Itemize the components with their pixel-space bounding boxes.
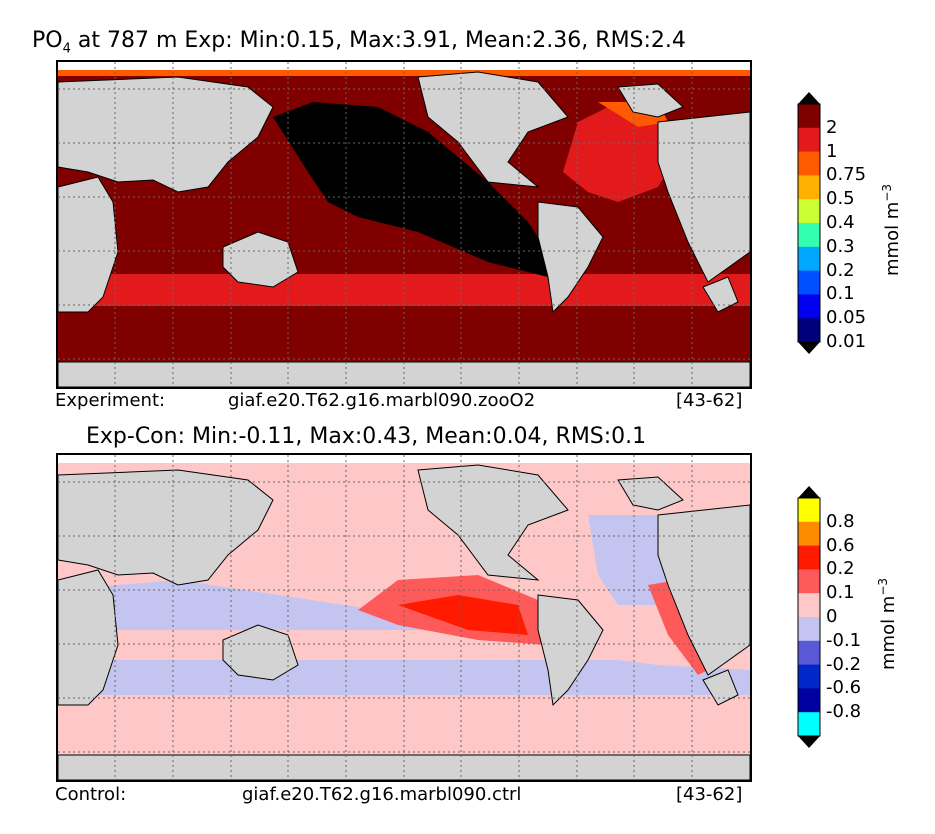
- colorbar-over-arrow: [798, 486, 820, 498]
- atlantic-field: [563, 102, 678, 202]
- colorbar-swatch: [798, 151, 820, 176]
- colorbar-swatch: [798, 127, 820, 153]
- colorbar-swatch: [798, 223, 820, 248]
- colorbar-tick-label: 0.01: [826, 331, 867, 352]
- colorbar-swatch: [798, 246, 820, 272]
- title-stats: at 787 m Exp: Min:0.15, Max:3.91, Mean:2…: [70, 28, 686, 53]
- colorbar-tick-label: 0.2: [826, 558, 855, 580]
- colorbar-swatch: [798, 664, 820, 689]
- colorbar-tick-label: 0.8: [826, 510, 855, 532]
- difference-colorbar: [797, 486, 821, 748]
- colorbar-tick-label: 0: [826, 606, 838, 627]
- colorbar-tick-label: 1: [826, 140, 838, 162]
- experiment-map-svg: [58, 62, 750, 387]
- colorbar-swatch: [798, 617, 820, 642]
- title-po-subscript: 4: [62, 41, 71, 57]
- colorbar-tick-label: 0.1: [826, 582, 855, 604]
- pacific-core-field: [273, 102, 558, 277]
- colorbar-swatch: [798, 318, 820, 343]
- diff-pacific-core-field: [398, 595, 528, 635]
- colorbar-swatch: [798, 712, 820, 737]
- colorbar-tick-label: 0.75: [826, 164, 867, 186]
- title-po: PO: [32, 28, 63, 53]
- colorbar-tick-label: 0.05: [826, 307, 867, 329]
- colorbar-tick-label: 0.3: [826, 235, 855, 257]
- difference-colorbar-unit: mmol m−3: [876, 577, 899, 670]
- colorbar-tick-label: 0.6: [826, 534, 855, 556]
- difference-map-svg: [58, 455, 750, 780]
- colorbar-over-arrow: [798, 92, 820, 104]
- colorbar-swatch: [798, 270, 820, 295]
- colorbar-swatch: [798, 521, 820, 547]
- colorbar-swatch: [798, 593, 820, 618]
- southern-band-field: [58, 274, 750, 306]
- control-years: [43-62]: [676, 784, 743, 805]
- diff-lat-lon-grid: [58, 455, 750, 780]
- experiment-years: [43-62]: [676, 390, 743, 411]
- colorbar-swatch: [798, 199, 820, 224]
- experiment-case-name: giaf.e20.T62.g16.marbl090.zooO2: [228, 390, 536, 411]
- top-map-title: PO4 at 787 m Exp: Min:0.15, Max:3.91, Me…: [32, 28, 686, 56]
- colorbar-tick-label: 0.1: [826, 283, 855, 305]
- colorbar-tick-label: -0.6: [826, 677, 862, 699]
- experiment-map: [56, 60, 752, 389]
- colorbar-swatch: [798, 688, 820, 713]
- colorbar-swatch: [798, 104, 820, 129]
- colorbar-tick-label: -0.2: [826, 653, 862, 675]
- colorbar-under-arrow: [798, 736, 820, 748]
- colorbar-tick-label: 0.4: [826, 212, 855, 233]
- colorbar-swatch: [798, 498, 820, 523]
- colorbar-swatch: [798, 640, 820, 666]
- colorbar-tick-label: -0.8: [826, 701, 862, 723]
- difference-map: [56, 453, 752, 782]
- colorbar-tick-label: 2: [826, 116, 838, 138]
- control-footer-label: Control:: [55, 784, 127, 805]
- control-case-name: giaf.e20.T62.g16.marbl090.ctrl: [242, 784, 522, 805]
- colorbar-tick-label: -0.1: [826, 629, 862, 651]
- experiment-footer-label: Experiment:: [55, 390, 166, 411]
- colorbar-swatch: [798, 294, 820, 319]
- experiment-colorbar: [797, 92, 821, 354]
- colorbar-tick-label: 0.5: [826, 188, 855, 210]
- colorbar-swatch: [798, 545, 820, 570]
- lat-lon-grid: [58, 62, 750, 387]
- experiment-colorbar-unit: mmol m−3: [880, 183, 903, 276]
- colorbar-tick-label: 0.2: [826, 259, 855, 281]
- colorbar-swatch: [798, 175, 820, 200]
- colorbar-swatch: [798, 569, 820, 594]
- difference-map-title: Exp-Con: Min:-0.11, Max:0.43, Mean:0.04,…: [86, 424, 647, 449]
- colorbar-under-arrow: [798, 342, 820, 354]
